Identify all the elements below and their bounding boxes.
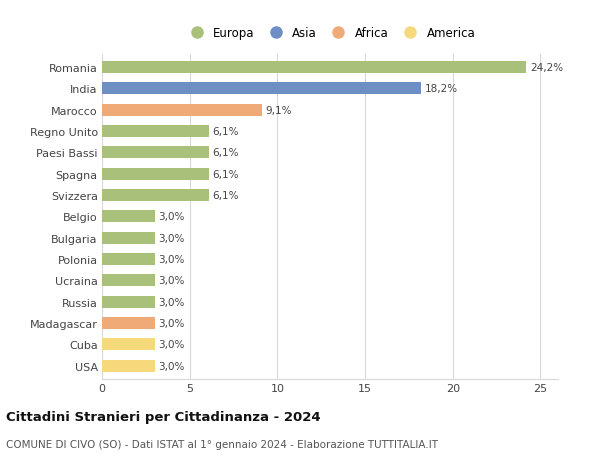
- Text: 3,0%: 3,0%: [158, 319, 184, 328]
- Text: 3,0%: 3,0%: [158, 340, 184, 350]
- Text: 3,0%: 3,0%: [158, 361, 184, 371]
- Text: 6,1%: 6,1%: [212, 127, 239, 137]
- Text: 3,0%: 3,0%: [158, 233, 184, 243]
- Bar: [102, 339, 155, 351]
- Bar: [102, 296, 155, 308]
- Bar: [102, 168, 209, 180]
- Text: 3,0%: 3,0%: [158, 297, 184, 307]
- Bar: [102, 318, 155, 329]
- Bar: [102, 232, 155, 244]
- Legend: Europa, Asia, Africa, America: Europa, Asia, Africa, America: [180, 22, 480, 45]
- Bar: [102, 360, 155, 372]
- Bar: [102, 211, 155, 223]
- Bar: [102, 105, 262, 116]
- Bar: [102, 126, 209, 138]
- Text: Cittadini Stranieri per Cittadinanza - 2024: Cittadini Stranieri per Cittadinanza - 2…: [6, 410, 320, 423]
- Text: 3,0%: 3,0%: [158, 276, 184, 286]
- Text: 9,1%: 9,1%: [265, 106, 292, 115]
- Text: 3,0%: 3,0%: [158, 254, 184, 264]
- Bar: [102, 254, 155, 265]
- Text: 3,0%: 3,0%: [158, 212, 184, 222]
- Text: 18,2%: 18,2%: [425, 84, 458, 94]
- Bar: [102, 275, 155, 286]
- Bar: [102, 147, 209, 159]
- Text: 6,1%: 6,1%: [212, 169, 239, 179]
- Text: 6,1%: 6,1%: [212, 148, 239, 158]
- Bar: [102, 83, 421, 95]
- Text: COMUNE DI CIVO (SO) - Dati ISTAT al 1° gennaio 2024 - Elaborazione TUTTITALIA.IT: COMUNE DI CIVO (SO) - Dati ISTAT al 1° g…: [6, 440, 438, 449]
- Text: 24,2%: 24,2%: [530, 63, 563, 73]
- Text: 6,1%: 6,1%: [212, 190, 239, 201]
- Bar: [102, 190, 209, 202]
- Bar: [102, 62, 526, 74]
